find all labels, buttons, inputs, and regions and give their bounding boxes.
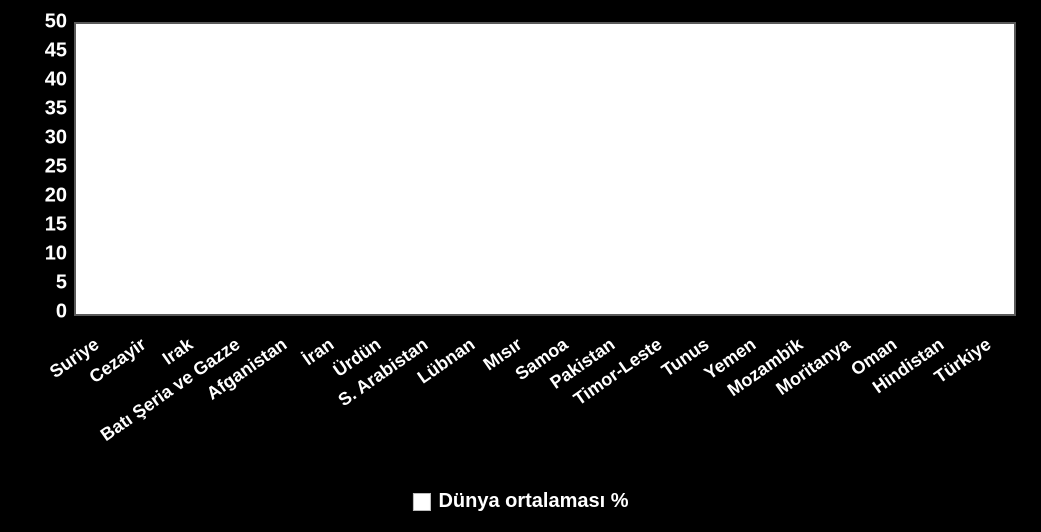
legend-label: Dünya ortalaması %: [438, 490, 628, 513]
legend: Dünya ortalaması %: [412, 490, 628, 513]
chart-container: 05101520253035404550 SuriyeCezayirIrakBa…: [0, 0, 1041, 532]
x-axis: SuriyeCezayirIrakBatı Şeria ve GazzeAfga…: [0, 0, 1041, 532]
legend-swatch: [412, 493, 430, 511]
